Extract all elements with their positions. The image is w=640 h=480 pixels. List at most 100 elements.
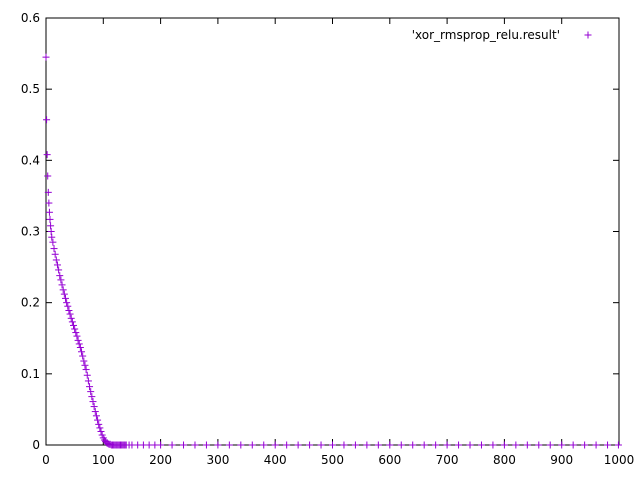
- data-point: [55, 266, 63, 274]
- data-point: [44, 188, 52, 196]
- legend-label: 'xor_rmsprop_relu.result': [412, 28, 560, 42]
- legend-marker: [584, 31, 592, 39]
- y-tick-label: 0: [32, 438, 40, 452]
- data-point: [81, 361, 89, 369]
- data-point: [58, 281, 66, 289]
- data-point: [466, 441, 474, 449]
- data-point: [70, 321, 78, 329]
- data-point: [73, 332, 81, 340]
- data-point: [386, 441, 394, 449]
- data-point: [47, 228, 55, 235]
- data-point: [56, 272, 64, 280]
- data-point: [191, 441, 199, 449]
- data-point: [48, 233, 56, 241]
- data-point: [535, 441, 543, 449]
- data-point: [78, 348, 86, 356]
- data-point: [98, 431, 106, 439]
- data-point: [317, 441, 325, 449]
- y-tick-label: 0.5: [21, 82, 40, 96]
- data-point: [214, 441, 222, 449]
- data-point: [95, 420, 103, 428]
- data-point: [569, 441, 577, 449]
- data-point: [53, 261, 61, 269]
- data-point: [94, 416, 102, 424]
- x-tick-label: 100: [92, 453, 115, 467]
- data-point: [157, 441, 165, 449]
- data-point: [88, 393, 96, 401]
- data-point: [363, 441, 371, 449]
- x-tick-label: 200: [149, 453, 172, 467]
- data-point: [489, 441, 497, 449]
- data-point: [97, 427, 105, 435]
- y-tick-label: 0.3: [21, 225, 40, 239]
- data-point: [44, 172, 52, 180]
- data-point: [546, 441, 554, 449]
- data-point: [72, 329, 80, 337]
- data-point: [67, 314, 75, 322]
- x-tick-label: 700: [436, 453, 459, 467]
- x-tick-label: 500: [321, 453, 344, 467]
- data-point: [68, 318, 76, 326]
- data-point: [581, 441, 589, 449]
- data-point: [52, 256, 60, 264]
- data-point: [455, 441, 463, 449]
- data-point: [45, 199, 53, 207]
- data-point: [75, 340, 83, 348]
- data-point: [180, 441, 188, 449]
- data-point: [84, 377, 92, 385]
- data-point: [340, 441, 348, 449]
- plot-frame: [45, 17, 620, 446]
- data-point: [74, 336, 82, 344]
- x-tick-label: 0: [42, 453, 50, 467]
- data-point: [42, 53, 50, 61]
- data-point: [45, 208, 53, 216]
- data-point: [351, 441, 359, 449]
- data-point: [283, 441, 291, 449]
- data-point: [592, 441, 600, 449]
- data-point: [271, 441, 279, 449]
- data-point: [46, 215, 54, 223]
- data-point: [260, 441, 268, 449]
- y-tick-label: 0.2: [21, 296, 40, 310]
- data-point: [60, 290, 68, 298]
- data-point: [82, 366, 90, 374]
- data-point: [443, 441, 451, 449]
- data-point: [409, 441, 417, 449]
- data-point: [558, 441, 566, 449]
- data-point: [374, 441, 382, 449]
- data-point: [420, 441, 428, 449]
- data-point: [49, 238, 57, 246]
- data-point: [86, 383, 94, 391]
- data-point: [43, 151, 51, 159]
- data-point: [202, 441, 210, 449]
- y-tick-label: 0.1: [21, 367, 40, 381]
- y-tick-label: 0.4: [21, 153, 40, 167]
- x-tick-label: 900: [550, 453, 573, 467]
- data-point: [225, 441, 233, 449]
- data-point: [90, 403, 98, 411]
- data-point: [83, 371, 91, 379]
- data-point: [66, 310, 74, 318]
- data-point: [71, 325, 79, 333]
- data-point: [59, 286, 67, 294]
- x-tick-label: 800: [493, 453, 516, 467]
- data-point: [76, 344, 84, 352]
- data-point: [248, 441, 256, 449]
- data-point: [43, 116, 51, 124]
- data-point: [96, 424, 104, 432]
- x-tick-label: 1000: [604, 453, 635, 467]
- data-point: [329, 441, 336, 449]
- legend-marker-glyph: [584, 31, 592, 39]
- data-point: [89, 398, 97, 406]
- data-point: [500, 441, 508, 449]
- x-tick-label: 600: [378, 453, 401, 467]
- data-point: [92, 412, 100, 420]
- x-tick-label: 400: [264, 453, 287, 467]
- data-point: [614, 441, 622, 449]
- data-point: [79, 352, 87, 360]
- data-point: [80, 357, 88, 365]
- data-point: [51, 250, 59, 258]
- data-point: [237, 441, 245, 449]
- data-point: [61, 294, 69, 302]
- data-point: [47, 222, 55, 230]
